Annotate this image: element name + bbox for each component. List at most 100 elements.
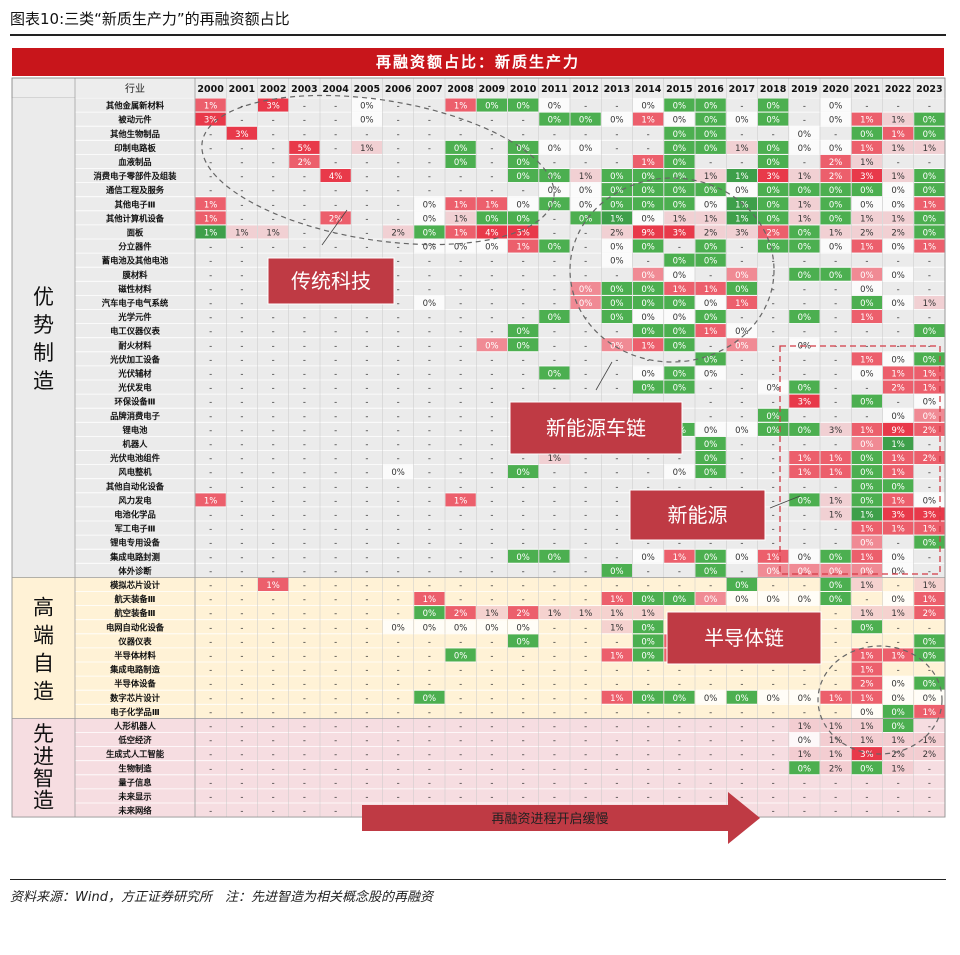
cell-label: -	[553, 229, 556, 239]
cell-label: -	[397, 384, 400, 394]
cell-label: 1%	[829, 750, 843, 760]
cell-label: -	[428, 186, 431, 196]
cell-label: -	[584, 496, 587, 506]
cell-label: -	[459, 666, 462, 676]
cell-label: -	[772, 355, 775, 365]
cell-label: -	[459, 750, 462, 760]
cell-label: -	[303, 708, 306, 718]
heat-cell	[914, 197, 945, 211]
cell-label: -	[272, 793, 275, 803]
cell-label: -	[365, 511, 368, 521]
cell-label: -	[365, 736, 368, 746]
cell-label: 0%	[860, 496, 874, 506]
cell-label: -	[803, 680, 806, 690]
heat-cell	[726, 422, 757, 436]
cell-label: 0%	[798, 186, 812, 196]
cell-label: -	[897, 778, 900, 788]
cell-label: -	[334, 750, 337, 760]
cell-label: -	[303, 214, 306, 224]
cell-label: -	[428, 482, 431, 492]
cell-label: -	[803, 440, 806, 450]
callout-box	[509, 401, 683, 455]
cell-label: -	[209, 736, 212, 746]
heat-cell	[758, 380, 789, 394]
heat-cell	[601, 648, 632, 662]
cell-label: -	[928, 102, 931, 112]
heat-cell	[883, 126, 914, 140]
cell-label: -	[240, 595, 243, 605]
cell-label: -	[272, 567, 275, 577]
cell-label: -	[397, 116, 400, 126]
cell-label: 0%	[766, 595, 780, 605]
cell-label: -	[490, 694, 493, 704]
heat-cell	[883, 183, 914, 197]
cell-label: 1%	[235, 229, 249, 239]
cell-label: -	[584, 511, 587, 521]
cell-label: 0%	[860, 200, 874, 210]
cell-label: -	[490, 172, 493, 182]
cell-label: 1%	[891, 116, 905, 126]
heat-cell	[633, 98, 664, 112]
heat-cell	[820, 183, 851, 197]
cell-label: -	[740, 440, 743, 450]
cell-label: 0%	[673, 116, 687, 126]
cell-label: -	[647, 750, 650, 760]
cell-label: -	[615, 680, 618, 690]
cell-label: -	[397, 511, 400, 521]
group-label: 势	[33, 313, 54, 337]
cell-label: -	[272, 637, 275, 647]
cell-label: -	[865, 807, 868, 817]
heat-cell	[851, 662, 882, 676]
cell-label: -	[303, 468, 306, 478]
cell-label: -	[647, 539, 650, 549]
heat-cell	[695, 197, 726, 211]
cell-label: -	[803, 116, 806, 126]
heat-cell	[914, 408, 945, 422]
cell-label: -	[553, 637, 556, 647]
cell-label: -	[397, 257, 400, 267]
cell-label: 0%	[704, 102, 718, 112]
heat-cell	[601, 239, 632, 253]
cell-label: 0%	[891, 553, 905, 563]
cell-label: -	[303, 355, 306, 365]
cell-label: 0%	[704, 257, 718, 267]
cell-label: -	[709, 666, 712, 676]
heat-cell	[601, 606, 632, 620]
heat-cell	[445, 98, 476, 112]
cell-label: 0%	[766, 144, 780, 154]
cell-label: -	[397, 553, 400, 563]
heat-cell	[289, 140, 320, 154]
cell-label: -	[928, 623, 931, 633]
cell-label: 1%	[891, 736, 905, 746]
cell-label: -	[584, 623, 587, 633]
cell-label: -	[553, 468, 556, 478]
cell-label: 1%	[454, 496, 468, 506]
cell-label: -	[397, 172, 400, 182]
heat-cell	[633, 338, 664, 352]
heat-cell	[695, 295, 726, 309]
cell-label: -	[397, 341, 400, 351]
cell-label: -	[240, 468, 243, 478]
cell-label: -	[240, 623, 243, 633]
cell-label: -	[584, 482, 587, 492]
cell-label: -	[740, 666, 743, 676]
cell-label: -	[334, 412, 337, 422]
callout-leader	[321, 209, 348, 246]
cell-label: -	[334, 130, 337, 140]
heat-cell	[695, 225, 726, 239]
heat-cell	[883, 239, 914, 253]
cell-label: -	[490, 370, 493, 380]
cell-label: -	[834, 652, 837, 662]
cell-label: -	[272, 172, 275, 182]
cell-label: -	[772, 750, 775, 760]
cell-label: -	[709, 750, 712, 760]
cell-label: -	[397, 694, 400, 704]
cell-label: 2%	[454, 609, 468, 619]
cell-label: 0%	[516, 553, 530, 563]
cell-label: -	[365, 482, 368, 492]
heat-cell	[883, 451, 914, 465]
cell-label: -	[459, 341, 462, 351]
cell-label: 0%	[829, 186, 843, 196]
cell-label: -	[428, 496, 431, 506]
cell-label: -	[209, 130, 212, 140]
